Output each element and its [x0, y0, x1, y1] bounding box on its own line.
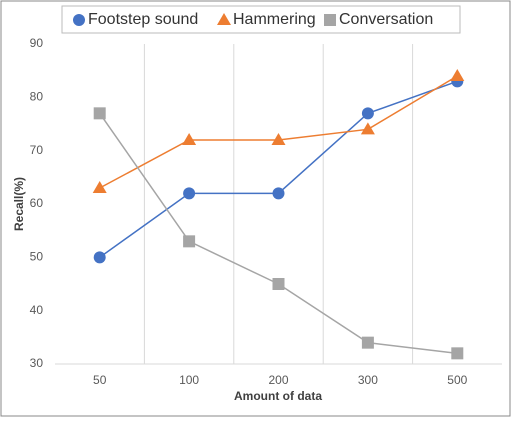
x-tick-label: 500	[447, 373, 467, 387]
y-tick-label: 30	[30, 356, 44, 370]
y-tick-label: 60	[30, 196, 44, 210]
data-point	[360, 122, 375, 135]
legend-label: Conversation	[339, 11, 433, 28]
data-point	[272, 278, 285, 290]
data-point	[182, 133, 197, 145]
x-tick-label: 50	[93, 373, 107, 387]
data-point	[93, 251, 106, 264]
legend-marker	[73, 14, 85, 26]
data-point	[450, 69, 465, 81]
x-tick-label: 300	[358, 373, 378, 387]
y-tick-label: 50	[30, 250, 44, 264]
legend-box	[61, 5, 461, 34]
data-point	[451, 347, 464, 360]
data-point	[271, 133, 286, 145]
data-point	[183, 235, 196, 248]
legend: Footstep sound Hammering Conversation	[73, 11, 433, 28]
y-tick-label: 80	[30, 90, 44, 104]
y-tick-label: 90	[30, 36, 44, 50]
legend-marker	[217, 13, 231, 25]
legend-marker	[324, 14, 336, 26]
data-point	[93, 107, 106, 120]
x-tick-label: 100	[179, 373, 199, 387]
data-point	[361, 336, 374, 349]
y-tick-label: 70	[30, 143, 44, 157]
data-point	[361, 107, 374, 120]
data-point	[272, 187, 285, 200]
y-tick-label: 40	[30, 303, 44, 317]
data-point	[92, 181, 107, 193]
legend-label: Hammering	[233, 11, 316, 28]
x-axis-label: Amount of data	[234, 389, 322, 403]
y-axis-label: Recall(%)	[12, 177, 26, 231]
legend-label: Footstep sound	[88, 11, 198, 28]
x-tick-label: 200	[268, 373, 288, 387]
data-point	[183, 187, 196, 200]
